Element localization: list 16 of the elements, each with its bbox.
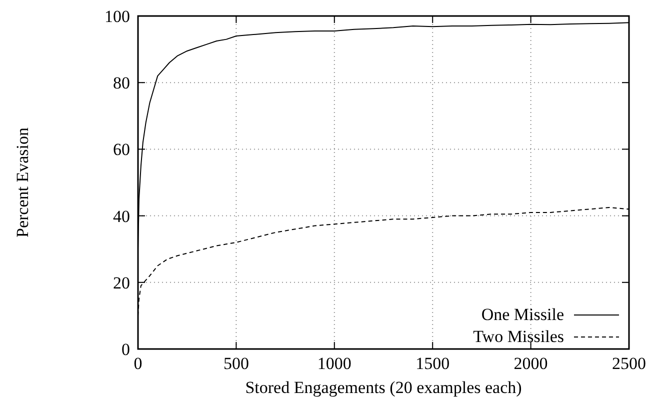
legend-label: One Missile [481, 305, 564, 324]
x-tick-label: 1000 [317, 354, 352, 373]
y-tick-label: 100 [104, 7, 130, 26]
legend-label: Two Missiles [473, 327, 564, 346]
x-axis-title: Stored Engagements (20 examples each) [245, 378, 522, 397]
x-tick-label: 0 [134, 354, 142, 373]
x-tick-label: 2000 [514, 354, 548, 373]
x-tick-label: 500 [223, 354, 249, 373]
y-tick-label: 80 [113, 74, 130, 93]
x-tick-label: 2500 [612, 354, 646, 373]
y-tick-label: 40 [113, 206, 130, 226]
x-tick-label: 1500 [416, 354, 450, 373]
y-tick-label: 20 [113, 273, 130, 292]
y-axis-title: Percent Evasion [13, 127, 32, 238]
y-tick-label: 0 [122, 340, 130, 359]
y-tick-label: 60 [113, 140, 130, 160]
